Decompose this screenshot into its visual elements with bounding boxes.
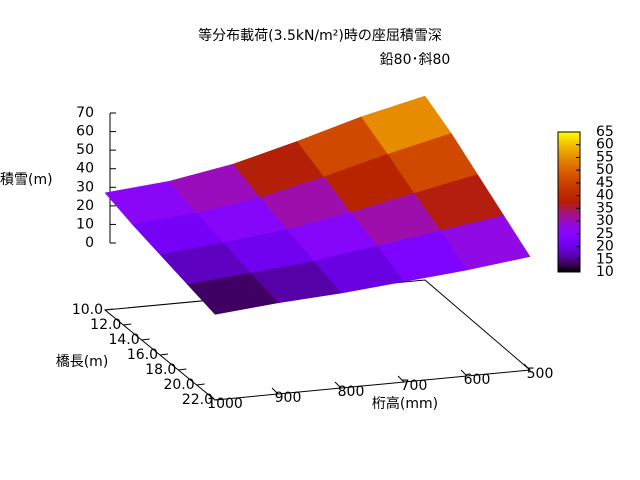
x-tick	[397, 375, 405, 383]
y-tick	[196, 383, 205, 386]
colorbar-tick-label: 40	[596, 188, 614, 204]
z-tick-label: 50	[76, 142, 94, 158]
z-tick-label: 30	[76, 179, 94, 195]
y-tick-label: 22.0	[182, 392, 213, 408]
x-tick	[334, 381, 342, 389]
colorbar-tick-label: 10	[596, 264, 614, 280]
y-tick-label: 10.0	[72, 302, 103, 318]
x-tick	[523, 363, 531, 371]
y-tick	[141, 338, 150, 341]
colorbar-tick-label: 50	[596, 162, 614, 178]
y-axis-label: 橋長(m)	[56, 354, 109, 370]
z-tick-label: 60	[76, 124, 94, 140]
chart-subtitle: 鉛80･斜80	[380, 52, 451, 68]
y-tick-label: 16.0	[127, 347, 158, 363]
colorbar	[557, 131, 581, 273]
x-tick-label: 800	[338, 384, 365, 400]
y-tick-label: 18.0	[145, 362, 176, 378]
x-tick-label: 600	[464, 372, 491, 388]
x-axis-label: 桁高(mm)	[372, 395, 438, 412]
z-tick-label: 0	[85, 235, 94, 251]
x-tick	[208, 393, 216, 401]
colorbar-tick-label: 55	[596, 149, 614, 165]
z-tick-label: 20	[76, 198, 94, 214]
z-tick-label: 10	[76, 216, 94, 232]
surface-facet	[187, 272, 279, 315]
x-tick-label: 1000	[207, 396, 243, 412]
colorbar-tick-label: 25	[596, 226, 614, 242]
y-tick	[214, 398, 224, 401]
x-tick	[460, 369, 468, 377]
x-tick	[271, 387, 279, 395]
x-tick-label: 700	[401, 378, 428, 394]
z-tick-label: 70	[76, 105, 94, 121]
colorbar-tick-label: 30	[596, 213, 614, 229]
y-tick	[104, 308, 114, 311]
colorbar-tick-label: 15	[596, 251, 614, 267]
z-axis-label: 積雪(m)	[0, 172, 53, 188]
y-tick-label: 20.0	[163, 377, 194, 393]
y-tick	[123, 323, 132, 326]
colorbar-tick-label: 65	[596, 124, 614, 140]
y-tick-label: 12.0	[90, 317, 121, 333]
z-tick-label: 40	[76, 161, 94, 177]
y-tick	[178, 368, 187, 371]
y-tick-label: 14.0	[108, 332, 139, 348]
colorbar-tick-label: 35	[596, 200, 614, 216]
colorbar-tick-label: 20	[596, 239, 614, 255]
colorbar-tick-label: 60	[596, 137, 614, 153]
colorbar-tick-label: 45	[596, 175, 614, 191]
y-tick	[159, 353, 169, 356]
x-tick-label: 500	[527, 366, 554, 382]
x-tick-label: 900	[275, 390, 302, 406]
chart-title: 等分布載荷(3.5kN/m²)時の座屈積雪深	[198, 27, 442, 44]
